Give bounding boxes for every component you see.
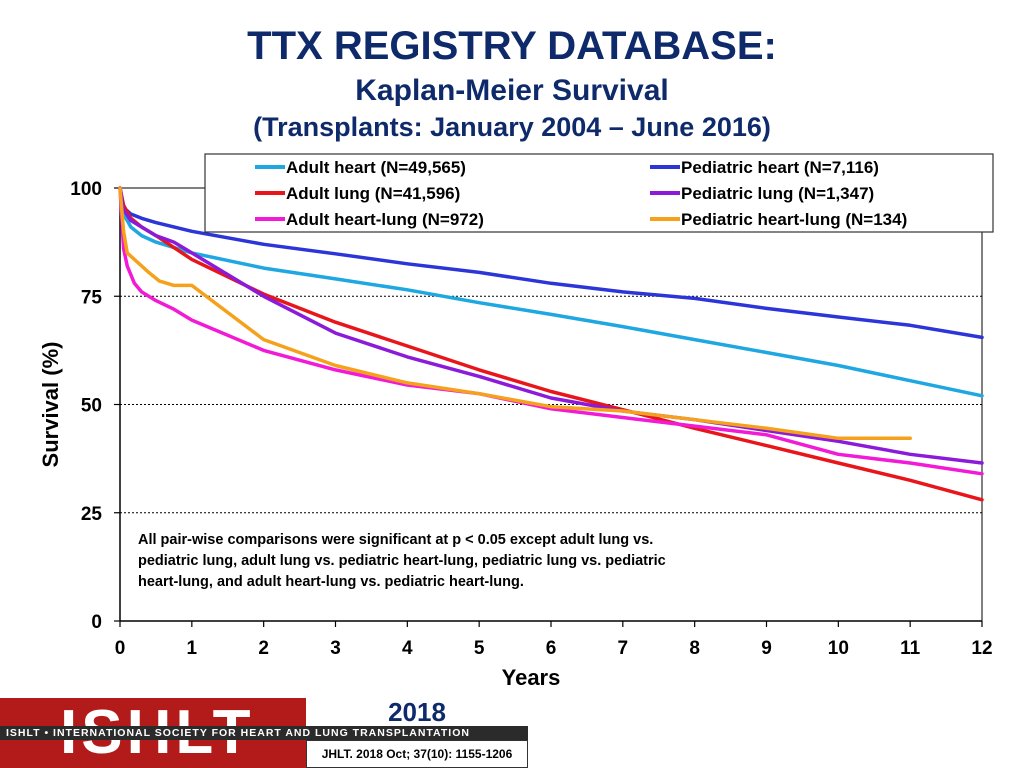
x-tick-label-2: 2: [258, 638, 269, 659]
page-subtitle: Kaplan-Meier Survival: [355, 74, 669, 107]
annotation-line-0: All pair-wise comparisons were significa…: [138, 532, 653, 548]
x-tick-label-7: 7: [618, 638, 629, 659]
x-tick-label-12: 12: [971, 638, 992, 659]
y-tick-label-75: 75: [81, 287, 103, 308]
x-tick-label-5: 5: [474, 638, 485, 659]
series-line-0: [118, 186, 984, 398]
citation-label: JHLT. 2018 Oct; 37(10): 1155-1206: [306, 740, 528, 768]
annotation-line-2: heart-lung, and adult heart-lung vs. ped…: [138, 574, 524, 590]
legend-label-5: Pediatric heart-lung (N=134): [681, 210, 907, 229]
legend-label-1: Pediatric heart (N=7,116): [681, 158, 879, 177]
series-line-5: [118, 186, 912, 441]
annotation: All pair-wise comparisons were significa…: [138, 532, 666, 590]
ishlt-logo: ISHLT ISHLT • INTERNATIONAL SOCIETY FOR …: [0, 698, 528, 768]
y-tick-label-25: 25: [81, 504, 103, 525]
series-lines: [118, 186, 984, 502]
series-line-1: [118, 186, 984, 340]
page-title: TTX REGISTRY DATABASE:: [247, 24, 777, 68]
y-axis-title: Survival (%): [38, 342, 63, 468]
legend-label-3: Pediatric lung (N=1,347): [681, 184, 874, 203]
y-tick-label-100: 100: [70, 179, 102, 200]
year-label: 2018: [306, 698, 528, 726]
series-line-3: [118, 186, 984, 465]
legend: Adult heart (N=49,565) Pediatric heart (N…: [204, 153, 994, 233]
x-tick-label-11: 11: [900, 638, 921, 659]
logo-tagline: ISHLT • INTERNATIONAL SOCIETY FOR HEART …: [6, 727, 470, 739]
x-tick-label-9: 9: [761, 638, 772, 659]
annotation-line-1: pediatric lung, adult lung vs. pediatric…: [138, 553, 666, 569]
legend-label-2: Adult lung (N=41,596): [286, 184, 460, 203]
legend-label-4: Adult heart-lung (N=972): [286, 210, 484, 229]
x-tick-label-4: 4: [402, 638, 413, 659]
x-tick-label-6: 6: [546, 638, 557, 659]
series-line-4: [118, 186, 984, 476]
x-tick-label-8: 8: [689, 638, 700, 659]
x-axis-title: Years: [502, 665, 561, 690]
y-tick-label-50: 50: [81, 396, 102, 417]
legend-label-0: Adult heart (N=49,565): [286, 158, 466, 177]
logo-strip: [0, 726, 528, 740]
x-tick-label-10: 10: [828, 638, 849, 659]
x-tick-label-1: 1: [187, 638, 198, 659]
legend-box: [204, 153, 994, 233]
y-tick-label-0: 0: [91, 612, 102, 633]
x-tick-label-3: 3: [330, 638, 341, 659]
x-tick-label-0: 0: [115, 638, 126, 659]
page-period: (Transplants: January 2004 – June 2016): [253, 112, 771, 142]
